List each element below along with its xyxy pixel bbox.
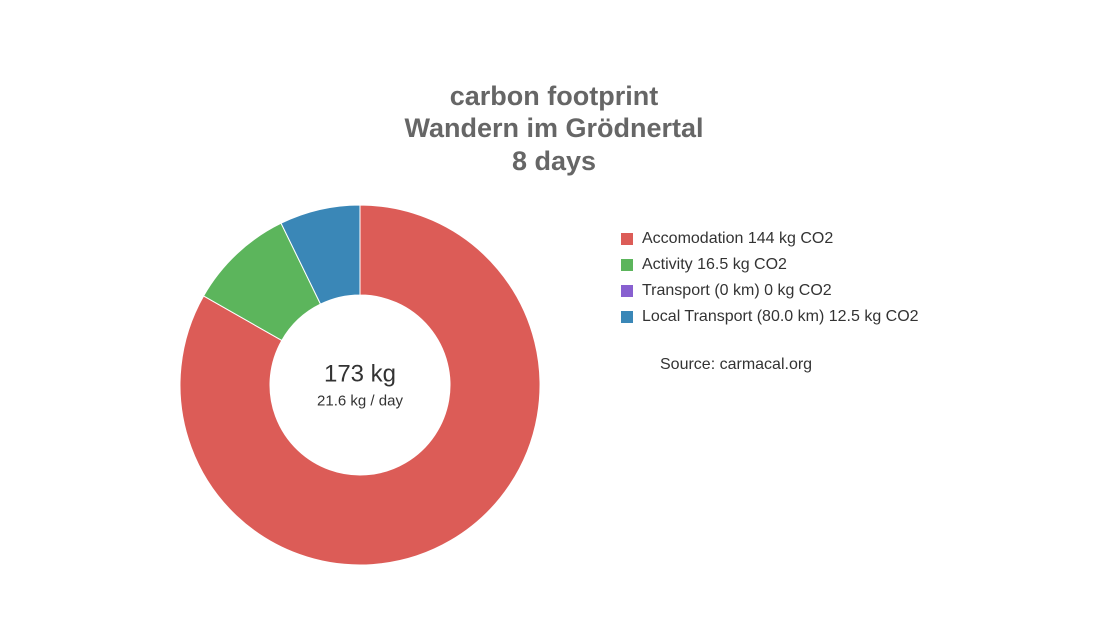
title-line-3: 8 days — [0, 145, 1108, 177]
legend-swatch — [620, 258, 634, 272]
legend-label: Activity 16.5 kg CO2 — [642, 256, 787, 274]
total-value: 173 kg — [317, 361, 403, 389]
chart-container: carbon footprint Wandern im Grödnertal 8… — [0, 0, 1108, 633]
per-day-value: 21.6 kg / day — [317, 393, 403, 410]
legend-item: Accomodation 144 kg CO2 — [620, 230, 1040, 248]
title-line-2: Wandern im Grödnertal — [0, 112, 1108, 144]
chart-title: carbon footprint Wandern im Grödnertal 8… — [0, 80, 1108, 177]
legend: Accomodation 144 kg CO2 Activity 16.5 kg … — [620, 230, 1040, 374]
legend-swatch — [620, 232, 634, 246]
legend-label: Local Transport (80.0 km) 12.5 kg CO2 — [642, 308, 919, 326]
legend-items: Accomodation 144 kg CO2 Activity 16.5 kg … — [620, 230, 1040, 326]
legend-label: Accomodation 144 kg CO2 — [642, 230, 833, 248]
legend-item: Transport (0 km) 0 kg CO2 — [620, 282, 1040, 300]
legend-item: Activity 16.5 kg CO2 — [620, 256, 1040, 274]
title-line-1: carbon footprint — [0, 80, 1108, 112]
legend-swatch — [620, 284, 634, 298]
legend-swatch — [620, 310, 634, 324]
legend-label: Transport (0 km) 0 kg CO2 — [642, 282, 832, 300]
donut-center-label: 173 kg 21.6 kg / day — [317, 361, 403, 410]
legend-item: Local Transport (80.0 km) 12.5 kg CO2 — [620, 308, 1040, 326]
donut-chart: 173 kg 21.6 kg / day — [180, 205, 540, 565]
source-label: Source: carmacal.org — [660, 356, 1040, 374]
